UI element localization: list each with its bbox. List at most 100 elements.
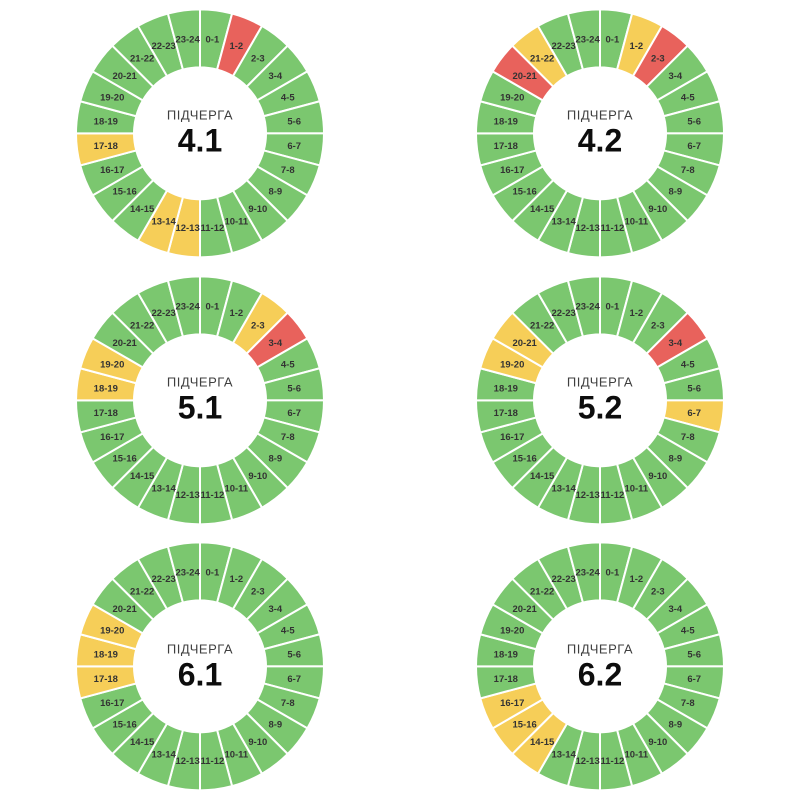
hour-label-15-16: 15-16 <box>512 186 536 197</box>
hour-label-23-24: 23-24 <box>175 568 200 579</box>
hour-label-5-6: 5-6 <box>287 650 301 661</box>
hour-label-4-5: 4-5 <box>281 626 295 637</box>
hour-label-18-19: 18-19 <box>494 650 518 661</box>
hour-label-18-19: 18-19 <box>494 116 518 127</box>
hour-label-18-19: 18-19 <box>94 383 118 394</box>
hour-segment-23-24 <box>166 8 201 71</box>
hour-label-10-11: 10-11 <box>624 483 648 494</box>
donut-svg-5-2: 0-1 1-2 2-3 3-4 4-5 5-6 6-7 7-8 8-99-1010-1111-1… <box>475 274 725 525</box>
hour-label-6-7: 6-7 <box>687 141 701 152</box>
hour-label-3-4: 3-4 <box>269 71 283 82</box>
hour-label-0-1: 0-1 <box>606 301 620 312</box>
hour-label-14-15: 14-15 <box>530 471 555 482</box>
hour-label-5-6: 5-6 <box>687 383 701 394</box>
hour-label-6-7: 6-7 <box>287 141 301 152</box>
hour-label-20-21: 20-21 <box>512 337 537 348</box>
hour-label-11-12: 11-12 <box>201 756 225 767</box>
hour-label-10-11: 10-11 <box>224 483 248 494</box>
hour-label-20-21: 20-21 <box>512 71 537 82</box>
hour-label-3-4: 3-4 <box>669 71 683 82</box>
hour-label-3-4: 3-4 <box>669 337 683 348</box>
hour-label-12-13: 12-13 <box>175 756 199 767</box>
hour-label-8-9: 8-9 <box>669 453 683 464</box>
hour-label-19-20: 19-20 <box>500 626 524 637</box>
donut-chart-pidcherha-5-1: 0-1 1-2 2-3 3-4 4-5 5-6 6-7 7-8 8-9 9-10 10-11 11-1… <box>0 267 400 534</box>
hour-label-14-15: 14-15 <box>530 204 555 215</box>
hour-label-7-8: 7-8 <box>681 432 695 443</box>
donut-svg-4-1: 0-1 1-2 2-3 3-4 4-5 5-6 6-7 7-8 8-99-1010-1111-1… <box>75 8 325 259</box>
hour-label-16-17: 16-17 <box>500 698 524 709</box>
hour-segment-23-24 <box>166 541 201 604</box>
hour-label-9-10: 9-10 <box>648 737 667 748</box>
hour-label-0-1: 0-1 <box>606 568 620 579</box>
hour-label-19-20: 19-20 <box>500 92 524 103</box>
hour-label-1-2: 1-2 <box>229 574 243 585</box>
hour-label-5-6: 5-6 <box>287 116 301 127</box>
hour-label-23-24: 23-24 <box>175 34 200 45</box>
hour-label-19-20: 19-20 <box>100 359 124 370</box>
hour-label-19-20: 19-20 <box>500 359 524 370</box>
hour-label-6-7: 6-7 <box>287 408 301 419</box>
hour-label-12-13: 12-13 <box>575 489 599 500</box>
hour-label-15-16: 15-16 <box>512 720 536 731</box>
hour-label-4-5: 4-5 <box>681 359 695 370</box>
hour-label-5-6: 5-6 <box>287 383 301 394</box>
hour-label-2-3: 2-3 <box>251 53 265 64</box>
hour-label-9-10: 9-10 <box>248 471 267 482</box>
hour-label-20-21: 20-21 <box>512 604 537 615</box>
hour-label-5-6: 5-6 <box>687 650 701 661</box>
hour-label-6-7: 6-7 <box>287 674 301 685</box>
hour-label-22-23: 22-23 <box>552 308 576 319</box>
hour-label-14-15: 14-15 <box>130 204 155 215</box>
donut-chart-pidcherha-4-1: 0-1 1-2 2-3 3-4 4-5 5-6 6-7 7-8 8-9 9-10 10-11 11-1… <box>0 0 400 267</box>
hour-label-1-2: 1-2 <box>629 308 643 319</box>
hour-label-13-14: 13-14 <box>552 483 577 494</box>
hour-label-10-11: 10-11 <box>224 216 248 227</box>
hour-label-12-13: 12-13 <box>175 489 199 500</box>
hour-label-18-19: 18-19 <box>494 383 518 394</box>
hour-label-6-7: 6-7 <box>687 674 701 685</box>
hour-label-22-23: 22-23 <box>152 574 176 585</box>
hour-label-3-4: 3-4 <box>669 604 683 615</box>
hour-label-12-13: 12-13 <box>175 223 199 234</box>
hour-label-17-18: 17-18 <box>494 674 518 685</box>
hour-label-19-20: 19-20 <box>100 92 124 103</box>
hour-label-23-24: 23-24 <box>575 34 600 45</box>
hour-label-4-5: 4-5 <box>681 92 695 103</box>
hour-label-20-21: 20-21 <box>112 604 137 615</box>
hour-label-0-1: 0-1 <box>206 568 220 579</box>
hour-label-2-3: 2-3 <box>251 320 265 331</box>
hour-label-1-2: 1-2 <box>629 41 643 52</box>
hour-label-16-17: 16-17 <box>500 432 524 443</box>
hour-label-4-5: 4-5 <box>281 92 295 103</box>
hour-label-4-5: 4-5 <box>681 626 695 637</box>
donut-chart-pidcherha-6-2: 0-1 1-2 2-3 3-4 4-5 5-6 6-7 7-8 8-9 9-10 10-11 11-1… <box>400 533 800 800</box>
hour-label-13-14: 13-14 <box>152 216 177 227</box>
hour-label-22-23: 22-23 <box>152 308 176 319</box>
hour-label-8-9: 8-9 <box>269 186 283 197</box>
hour-label-12-13: 12-13 <box>575 223 599 234</box>
hour-label-9-10: 9-10 <box>248 204 267 215</box>
hour-label-14-15: 14-15 <box>530 737 555 748</box>
hour-label-0-1: 0-1 <box>206 301 220 312</box>
hour-label-22-23: 22-23 <box>152 41 176 52</box>
hour-label-1-2: 1-2 <box>629 574 643 585</box>
hour-label-17-18: 17-18 <box>94 674 118 685</box>
donut-chart-pidcherha-6-1: 0-1 1-2 2-3 3-4 4-5 5-6 6-7 7-8 8-9 9-10 10-11 11-1… <box>0 533 400 800</box>
hour-label-21-22: 21-22 <box>530 587 554 598</box>
hour-label-23-24: 23-24 <box>575 568 600 579</box>
hour-label-21-22: 21-22 <box>130 320 154 331</box>
hour-label-10-11: 10-11 <box>224 750 248 761</box>
hour-label-13-14: 13-14 <box>152 750 177 761</box>
hour-label-8-9: 8-9 <box>269 720 283 731</box>
hour-label-2-3: 2-3 <box>651 587 665 598</box>
hour-label-13-14: 13-14 <box>552 750 577 761</box>
donut-chart-pidcherha-5-2: 0-1 1-2 2-3 3-4 4-5 5-6 6-7 7-8 8-9 9-10 10-11 11-1… <box>400 267 800 534</box>
hour-label-11-12: 11-12 <box>601 223 625 234</box>
hour-label-12-13: 12-13 <box>575 756 599 767</box>
hour-label-7-8: 7-8 <box>281 432 295 443</box>
hour-label-8-9: 8-9 <box>669 720 683 731</box>
hour-label-0-1: 0-1 <box>206 34 220 45</box>
hour-label-9-10: 9-10 <box>648 471 667 482</box>
hour-label-21-22: 21-22 <box>530 53 554 64</box>
